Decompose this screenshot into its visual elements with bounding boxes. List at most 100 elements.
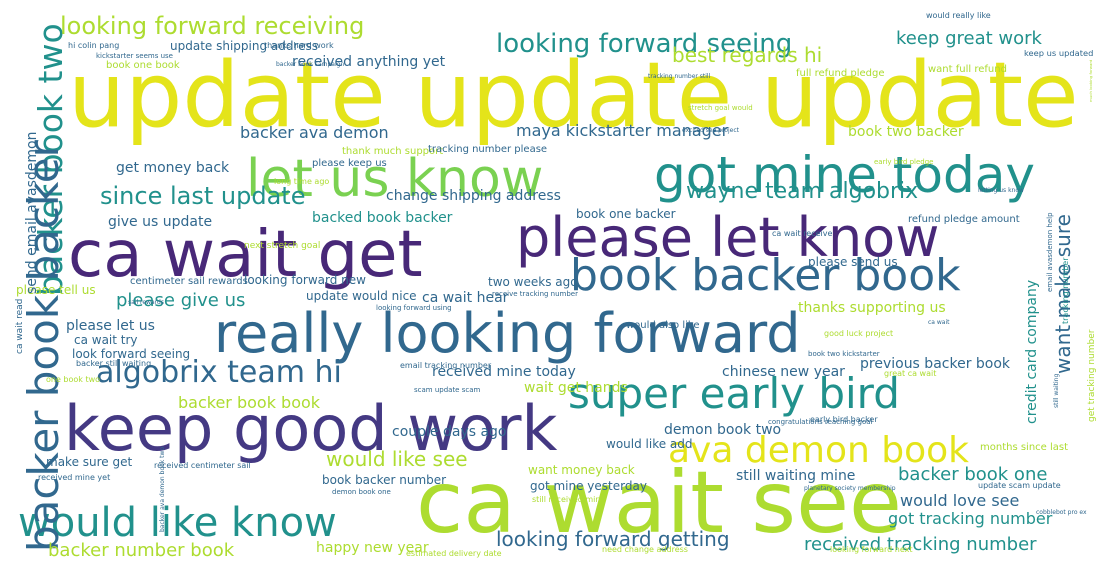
word-received-centimeter-sail: received centimeter sail xyxy=(154,461,251,470)
word-months-since-last: months since last xyxy=(980,442,1068,453)
word-received-anything-yet: received anything yet xyxy=(292,54,446,70)
word-ca-wait-receive: ca wait receive xyxy=(772,229,833,238)
word-ca-wait-get: ca wait get xyxy=(68,218,423,292)
word-book-one-backer: book one backer xyxy=(576,207,676,221)
word-got-tracking-number: got tracking number xyxy=(888,509,1053,528)
word-refund-pledge-amount: refund pledge amount xyxy=(908,214,1020,225)
word-best-regards-hi: best regards hi xyxy=(672,43,822,67)
word-book-two-backer: book two backer xyxy=(848,124,964,140)
word-centimeter-sail-rewards: centimeter sail rewards xyxy=(130,276,248,287)
word-send-email-avasdemon: send email avasdemon xyxy=(24,132,40,295)
word-keep-great-work: keep great work xyxy=(896,28,1043,49)
word-update-update-update: update update update xyxy=(68,43,1079,148)
word-next-stretch-goal: next stretch goal xyxy=(244,241,320,251)
word-book-backer-book: book backer book xyxy=(570,250,961,301)
word-backer-still-waiting: backer still waiting xyxy=(76,359,151,368)
word-good-luck-project: good luck project xyxy=(824,329,893,338)
word-super-early-bird: super early bird xyxy=(568,369,900,418)
word-couple-days-ago: couple days ago xyxy=(392,424,507,440)
word-looking-forward-receiving: looking forward receiving xyxy=(60,12,364,40)
word-since-last-update: since last update xyxy=(100,182,305,210)
word-ca-wait-try: ca wait try xyxy=(74,333,138,347)
word-looking-forward-new: looking forward new xyxy=(244,273,366,287)
word-happy-new-year: happy new year xyxy=(316,540,429,556)
word-backer-book-two: backer book two xyxy=(31,23,70,296)
word-would-also-like: would also like xyxy=(626,320,700,331)
word-backer-book-one: backer book one xyxy=(898,464,1047,485)
word-got-mine-today: got mine today xyxy=(654,146,1035,204)
word-previous-backer-book: previous backer book xyxy=(860,356,1011,372)
word-ca-wait: ca wait xyxy=(928,319,950,326)
word-kickstarter-seems-use: kickstarter seems use xyxy=(96,52,173,60)
word-great-ca-wait: great ca wait xyxy=(884,369,936,378)
word-looking-forward-using: looking forward using xyxy=(376,304,452,312)
word-would-love-see: would love see xyxy=(900,491,1019,510)
word-tracking-number-still: tracking number still xyxy=(648,73,711,80)
word-still-waiting-mine: still waiting mine xyxy=(736,468,855,484)
word-demon-book-one: demon book one xyxy=(332,488,391,496)
word-excited-see-project: excited see project xyxy=(682,127,740,134)
word-looking-forward-getting: looking forward getting xyxy=(496,527,730,551)
word-ca-wait-read: ca wait read xyxy=(15,299,25,354)
word-make-sure-get: make sure get xyxy=(46,455,132,469)
word-backer-book-campaign: backer book campaign xyxy=(276,61,344,68)
word-ca-wait-hear: ca wait hear xyxy=(422,290,509,306)
word-update-shipping-address: update shipping address xyxy=(170,39,318,53)
word-email-avasdemon-help: email avasdemon help xyxy=(1046,212,1054,292)
word-want-full-refund: want full refund xyxy=(928,64,1007,75)
word-backer-number-book: backer number book xyxy=(48,540,235,560)
word-want-make-sure: want make sure xyxy=(1051,214,1075,374)
word-chinese-new-year: chinese new year xyxy=(722,364,845,380)
word-change-shipping-address: change shipping address xyxy=(386,188,561,204)
word-update-would-nice: update would nice xyxy=(306,289,417,303)
word-keep-good-work: keep good work xyxy=(64,392,557,465)
word-let-us-know: let us know xyxy=(246,149,543,209)
word-get-money-back: get money back xyxy=(116,160,230,176)
word-got-mine-yesterday: got mine yesterday xyxy=(530,479,647,493)
word-give-us-update: give us update xyxy=(108,214,212,230)
word-receive-tracking-number: receive tracking number xyxy=(492,290,578,298)
word-please-let-us: please let us xyxy=(66,318,155,334)
word-still-received-mine: still received mine xyxy=(532,495,605,504)
word-much-looking-forward: much looking forward xyxy=(1088,59,1093,102)
word-tracking-number-please: tracking number please xyxy=(428,144,547,155)
word-wait-get-hands: wait get hands xyxy=(524,380,628,396)
word-backer-ava-demon-book-two: backer ava demon book two xyxy=(159,447,166,532)
word-book-one-book: book one book xyxy=(106,60,180,71)
word-would-like-add: would like add xyxy=(606,437,693,451)
word-maya-kickstarter-manager: maya kickstarter manager xyxy=(516,121,729,140)
word-ca-wait-see: ca wait see xyxy=(416,453,902,553)
word-planetary-society-membership: planetary society membership xyxy=(804,485,896,492)
word-tracking-number: tracking number xyxy=(1061,257,1070,324)
word-demon-book-two: demon book two xyxy=(664,422,781,438)
word-please-send-us: please send us xyxy=(808,255,898,269)
word-thanks-supporting-us: thanks supporting us xyxy=(798,300,946,316)
word-book-backer-number: book backer number xyxy=(322,473,446,487)
word-really-looking-forward: really looking forward xyxy=(214,302,801,365)
word-wayne-team-algobrix: wayne team algobrix xyxy=(686,179,918,204)
word-please-give-us: please give us xyxy=(116,290,245,311)
word-want-money-back: want money back xyxy=(528,463,635,477)
word-letting-us-know: letting us know xyxy=(978,187,1024,194)
word-backer-ava-demon: backer ava demon xyxy=(240,123,389,142)
word-please-tell-us: please tell us xyxy=(16,283,96,297)
word-get-tracking-number: get tracking number xyxy=(1087,329,1096,422)
word-full-refund-pledge: full refund pledge xyxy=(796,68,885,79)
word-received-tracking-number: received tracking number xyxy=(804,534,1037,555)
word-email-tracking-number: email tracking number xyxy=(400,361,492,370)
word-please-let-know: please let know xyxy=(516,206,939,269)
word-backed-book-backer: backed book backer xyxy=(312,210,453,226)
word-thank-much-support: thank much support xyxy=(342,146,443,157)
word-would-like-see: would like see xyxy=(326,447,468,471)
word-sail-rewards: sail rewards xyxy=(128,299,164,306)
word-need-change-address: need change address xyxy=(602,545,688,554)
word-two-weeks-ago: two weeks ago xyxy=(488,275,578,289)
word-one-book-two: one book two xyxy=(46,375,100,384)
word-credit-card-company: credit card company xyxy=(1024,280,1040,424)
word-received-mine-today: received mine today xyxy=(432,364,576,380)
word-look-forward-seeing: look forward seeing xyxy=(72,347,190,361)
word-book-two-kickstarter: book two kickstarter xyxy=(808,350,880,358)
word-backer-book-backer: backer book backer xyxy=(19,139,68,552)
word-cobblebot-pro-ex: cobblebot pro ex xyxy=(1036,509,1087,516)
